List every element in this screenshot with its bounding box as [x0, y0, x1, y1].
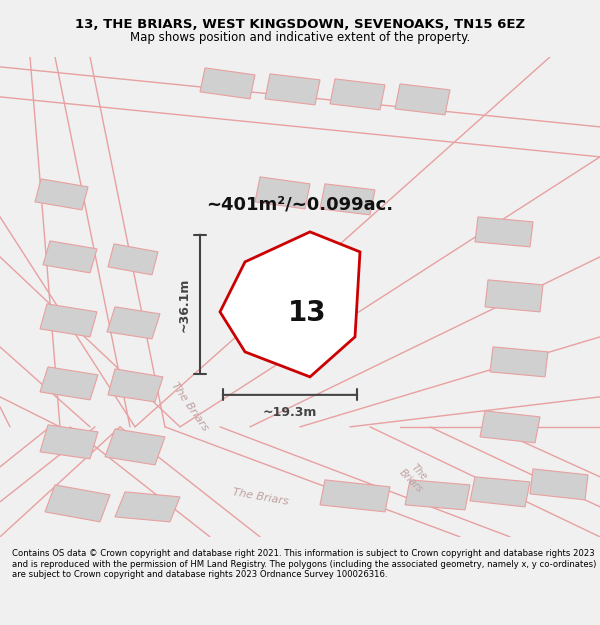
Text: The Briars: The Briars — [170, 381, 211, 433]
Polygon shape — [265, 74, 320, 105]
Polygon shape — [40, 304, 97, 337]
Polygon shape — [35, 179, 88, 210]
Polygon shape — [330, 79, 385, 110]
Polygon shape — [220, 232, 360, 377]
Polygon shape — [480, 411, 540, 443]
Text: 13: 13 — [288, 299, 326, 328]
Text: ~401m²/~0.099ac.: ~401m²/~0.099ac. — [206, 196, 394, 214]
Polygon shape — [108, 369, 163, 402]
Polygon shape — [395, 84, 450, 115]
Polygon shape — [43, 241, 97, 273]
Polygon shape — [490, 347, 548, 377]
Polygon shape — [108, 244, 158, 275]
Polygon shape — [45, 485, 110, 522]
Polygon shape — [105, 429, 165, 465]
Polygon shape — [485, 280, 543, 312]
Polygon shape — [107, 307, 160, 339]
Text: Contains OS data © Crown copyright and database right 2021. This information is : Contains OS data © Crown copyright and d… — [12, 549, 596, 579]
Polygon shape — [320, 184, 375, 215]
Polygon shape — [40, 425, 98, 459]
Text: Map shows position and indicative extent of the property.: Map shows position and indicative extent… — [130, 31, 470, 44]
Polygon shape — [530, 469, 588, 500]
Polygon shape — [405, 480, 470, 510]
Polygon shape — [40, 367, 98, 400]
Text: The
Briars: The Briars — [397, 459, 433, 494]
Polygon shape — [320, 480, 390, 512]
Polygon shape — [255, 177, 310, 209]
Polygon shape — [200, 68, 255, 99]
Text: ~19.3m: ~19.3m — [263, 406, 317, 419]
Polygon shape — [115, 492, 180, 522]
Polygon shape — [470, 477, 530, 507]
Polygon shape — [475, 217, 533, 247]
Text: 13, THE BRIARS, WEST KINGSDOWN, SEVENOAKS, TN15 6EZ: 13, THE BRIARS, WEST KINGSDOWN, SEVENOAK… — [75, 18, 525, 31]
Text: ~36.1m: ~36.1m — [178, 278, 191, 331]
Text: The Briars: The Briars — [231, 487, 289, 507]
